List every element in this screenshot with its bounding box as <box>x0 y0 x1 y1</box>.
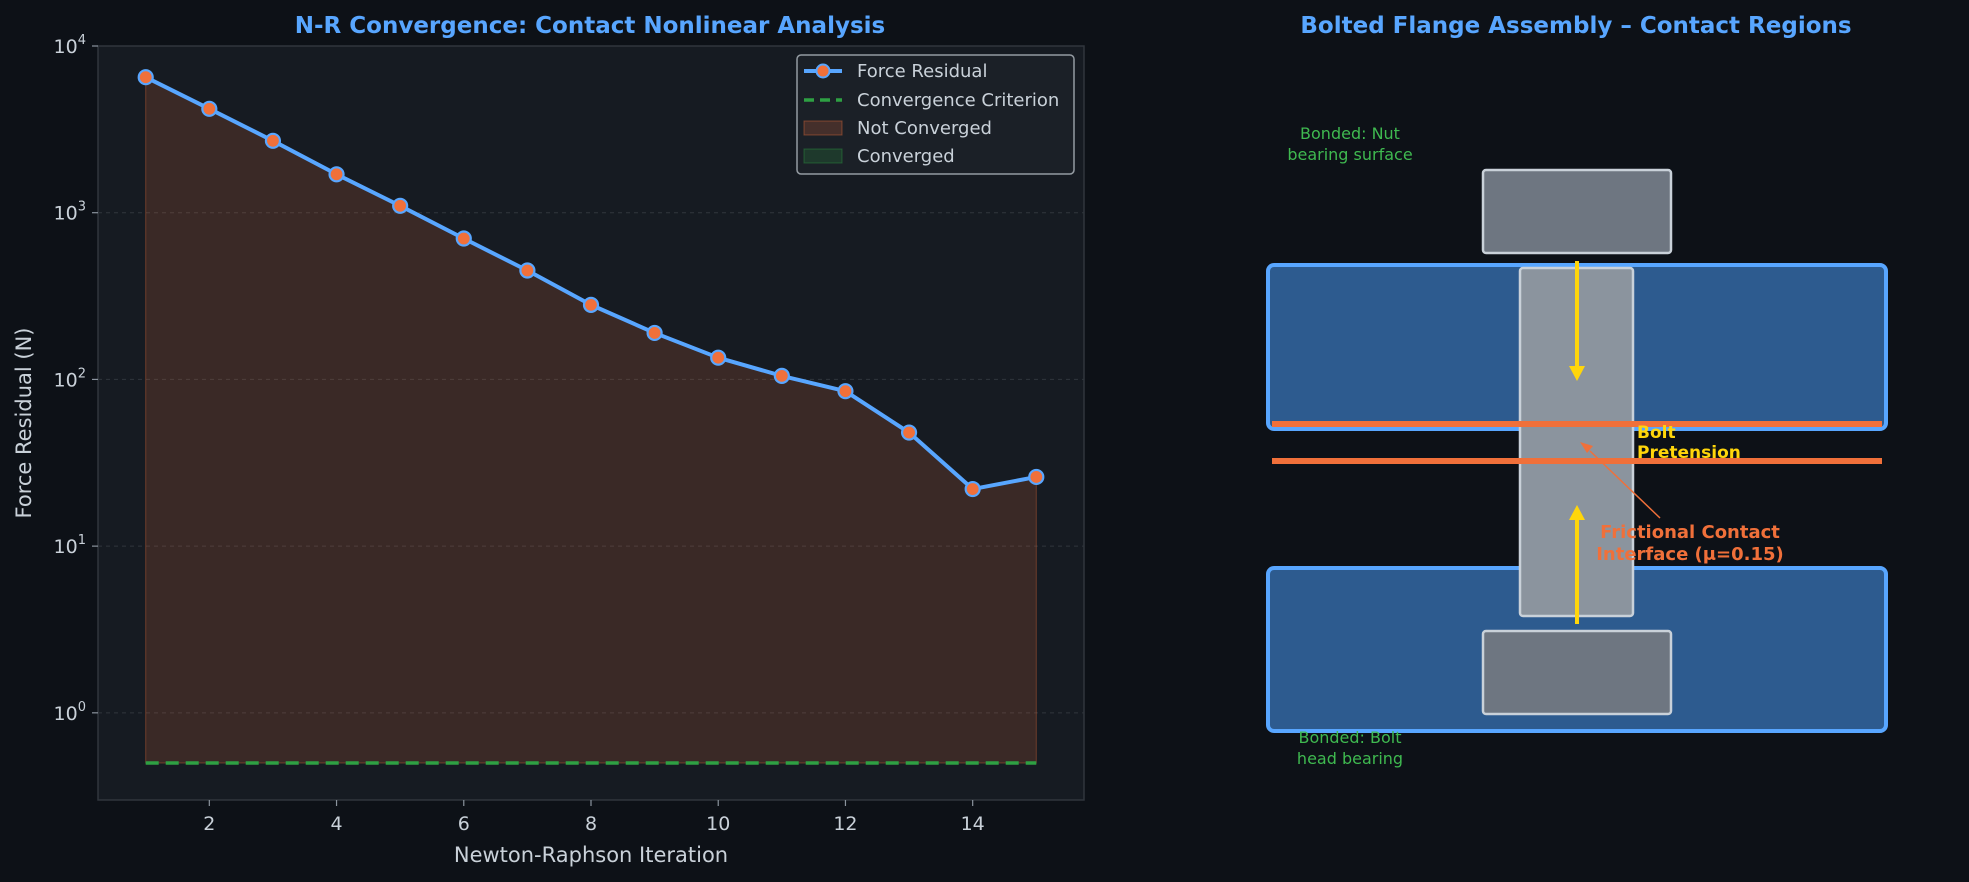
residual-point <box>201 100 218 117</box>
x-tick-label: 10 <box>706 813 730 835</box>
y-tick-base: 10 <box>54 703 78 725</box>
y-tick-exponent: 4 <box>78 33 86 48</box>
residual-point <box>1028 468 1045 486</box>
residual-point <box>455 230 472 247</box>
pretension-label-line2: Pretension <box>1637 443 1741 463</box>
y-tick-base: 10 <box>54 369 78 391</box>
y-axis-label: Force Residual (N) <box>12 328 36 519</box>
legend-marker-force-residual <box>815 63 831 79</box>
pretension-arrowhead-up <box>1569 505 1585 520</box>
y-tick-base: 10 <box>54 536 78 558</box>
residual-point <box>964 480 981 498</box>
y-tick-exponent: 3 <box>78 200 86 215</box>
y-tick-base: 10 <box>54 36 78 58</box>
y-tick-label: 100 <box>54 700 86 725</box>
residual-point <box>582 296 600 313</box>
legend-swatch-not-converged <box>803 120 843 136</box>
residual-point <box>837 383 854 400</box>
nut <box>1481 168 1673 255</box>
x-tick-label: 8 <box>585 813 597 835</box>
residual-point <box>773 367 790 384</box>
frictional-contact-label-line2: Interface (μ=0.15) <box>1596 544 1784 565</box>
residual-point <box>710 349 727 366</box>
y-tick-label: 103 <box>54 200 86 225</box>
y-tick-label: 104 <box>54 33 86 58</box>
convergence-chart: N-R Convergence: Contact Nonlinear Analy… <box>12 13 1085 867</box>
legend-label-force-residual: Force Residual <box>857 61 987 82</box>
residual-point <box>328 166 345 183</box>
residual-point <box>264 132 282 149</box>
flange-diagram: Bolted Flange Assembly – Contact Regions… <box>1266 13 1888 768</box>
frictional-contact-leader <box>1589 450 1661 519</box>
x-tick-label: 2 <box>203 813 215 835</box>
residual-point <box>137 69 154 86</box>
legend-label-converged: Converged <box>857 146 955 167</box>
residual-point <box>646 324 663 342</box>
nut-bearing-label-line1: Bonded: Nut <box>1300 124 1400 143</box>
frictional-contact-label-line1: Frictional Contact <box>1600 522 1780 543</box>
residual-point <box>392 197 409 214</box>
diagram-title: Bolted Flange Assembly – Contact Regions <box>1300 13 1851 39</box>
y-tick-exponent: 1 <box>78 533 86 548</box>
frictional-contact-leader-head <box>1580 442 1593 453</box>
x-tick-label: 12 <box>833 813 857 835</box>
legend-label-criterion: Convergence Criterion <box>857 90 1059 111</box>
x-axis-ticks: 2 4 6 8 10 12 14 <box>203 800 985 835</box>
y-tick-exponent: 0 <box>78 700 86 715</box>
legend: Force Residual Convergence Criterion Not… <box>796 54 1075 175</box>
residual-point <box>900 424 918 441</box>
legend-swatch-converged <box>803 148 843 164</box>
force-residual-markers <box>137 69 1045 498</box>
residual-point <box>519 262 536 279</box>
x-tick-label: 4 <box>331 813 343 835</box>
bolt-head-label-line1: Bonded: Bolt <box>1298 728 1401 747</box>
pretension-arrowhead-down <box>1569 366 1585 381</box>
pretension-label-line1: Bolt <box>1637 423 1676 443</box>
bolt-head-label-line2: head bearing <box>1297 749 1403 768</box>
legend-label-not-converged: Not Converged <box>857 118 992 139</box>
y-tick-label: 101 <box>54 533 86 558</box>
y-tick-base: 10 <box>54 203 78 225</box>
x-axis-label: Newton-Raphson Iteration <box>454 843 728 867</box>
chart-title: N-R Convergence: Contact Nonlinear Analy… <box>295 13 885 39</box>
x-tick-label: 14 <box>961 813 985 835</box>
nut-bearing-label-line2: bearing surface <box>1287 145 1412 164</box>
y-tick-exponent: 2 <box>78 366 86 381</box>
y-tick-label: 102 <box>54 366 86 391</box>
x-tick-label: 6 <box>458 813 470 835</box>
bolt-head <box>1481 629 1673 716</box>
legend-box <box>796 54 1075 175</box>
